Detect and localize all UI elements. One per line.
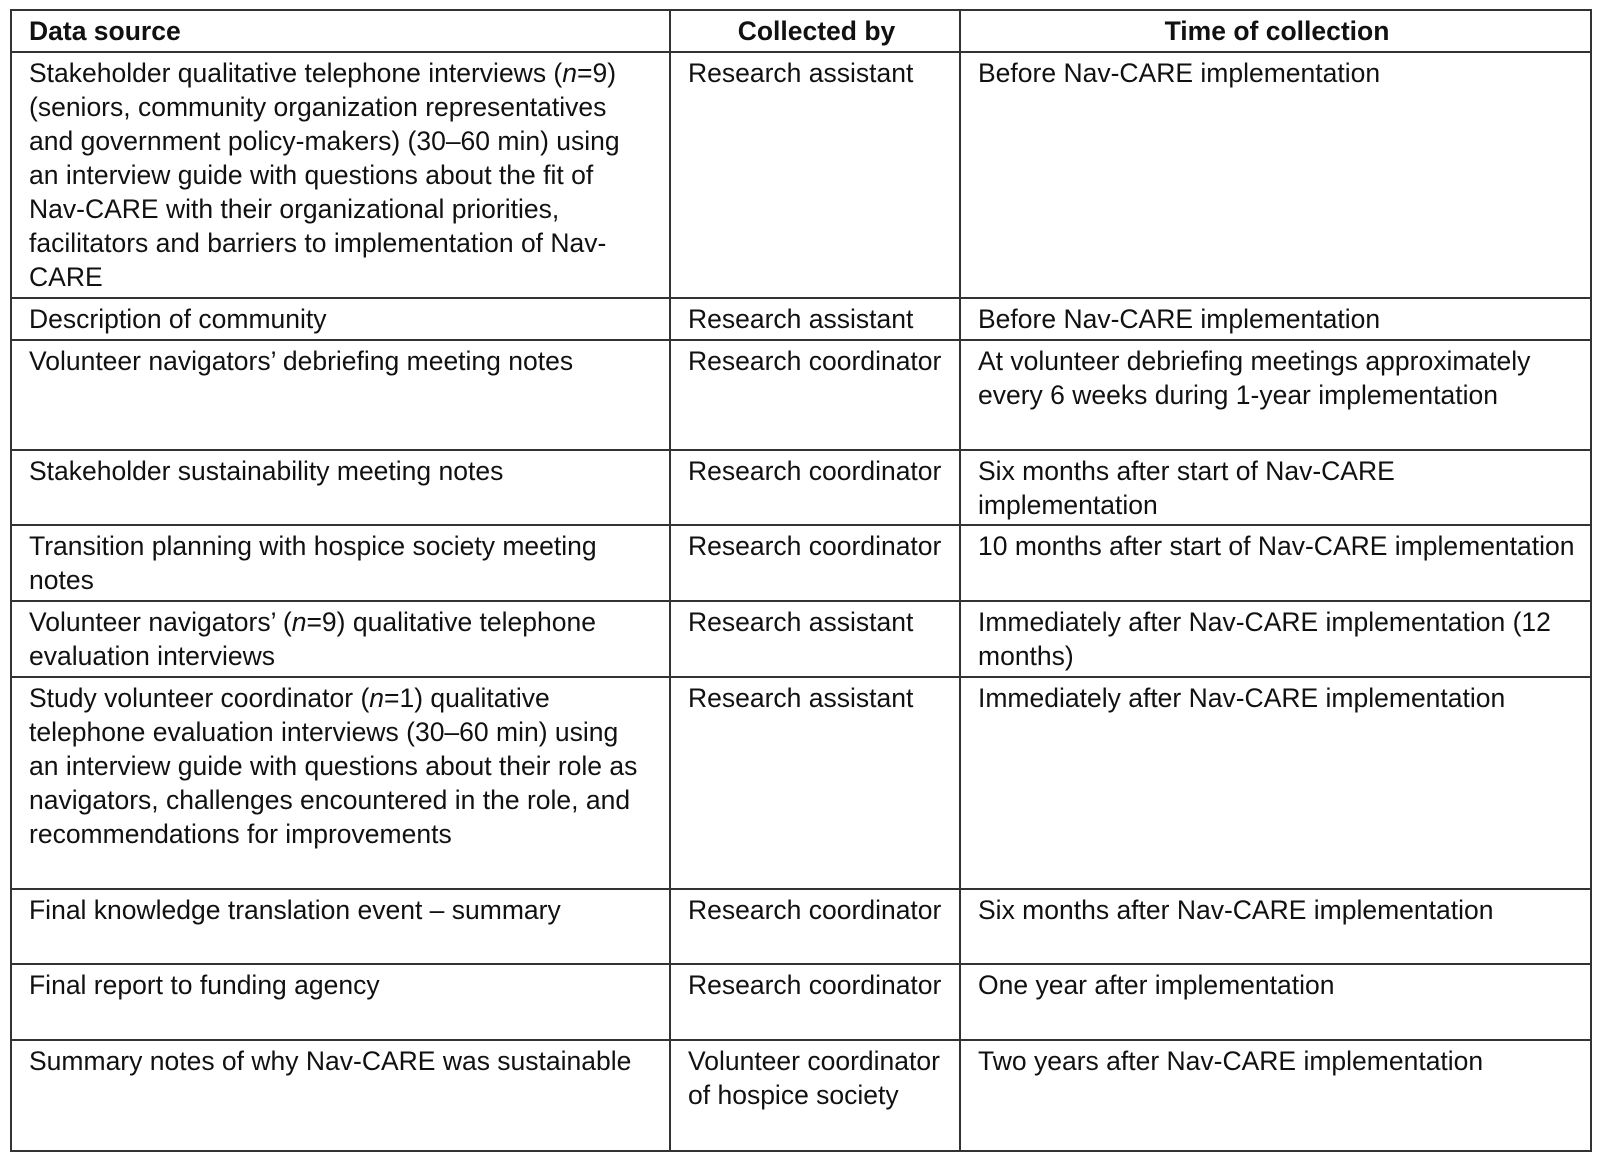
table-row: Stakeholder qualitative telephone interv… bbox=[10, 51, 1592, 299]
table-cell: Research assistant bbox=[669, 600, 961, 678]
table-cell: Study volunteer coordinator (n=1) qualit… bbox=[10, 676, 671, 890]
table-cell: Volunteer navigators’ (n=9) qualitative … bbox=[10, 600, 671, 678]
table-cell: Final report to funding agency bbox=[10, 963, 671, 1041]
table-cell: Before Nav-CARE implementation bbox=[959, 51, 1592, 299]
table-cell: Two years after Nav-CARE implementation bbox=[959, 1039, 1592, 1152]
table-cell: Research coordinator bbox=[669, 339, 961, 451]
italic-run: n bbox=[562, 58, 578, 88]
table-row: Transition planning with hospice society… bbox=[10, 524, 1592, 602]
text-run: Stakeholder qualitative telephone interv… bbox=[29, 58, 563, 88]
column-header: Time of collection bbox=[959, 9, 1592, 53]
table-cell: At volunteer debriefing meetings approxi… bbox=[959, 339, 1592, 451]
table-cell: Research assistant bbox=[669, 676, 961, 890]
table-row: Volunteer navigators’ debriefing meeting… bbox=[10, 339, 1592, 451]
table-row: Summary notes of why Nav-CARE was sustai… bbox=[10, 1039, 1592, 1152]
text-run: Volunteer navigators’ ( bbox=[29, 607, 292, 637]
column-header: Data source bbox=[10, 9, 671, 53]
table-cell: Summary notes of why Nav-CARE was sustai… bbox=[10, 1039, 671, 1152]
table-cell: Six months after start of Nav-CARE imple… bbox=[959, 449, 1592, 526]
table-cell: Research assistant bbox=[669, 297, 961, 341]
table-row: Stakeholder sustainability meeting notes… bbox=[10, 449, 1592, 526]
text-run: =1) qualitative telephone evaluation int… bbox=[29, 683, 638, 849]
table-body: Stakeholder qualitative telephone interv… bbox=[10, 51, 1592, 1152]
table-cell: Final knowledge translation event – summ… bbox=[10, 888, 671, 965]
table-cell: Volunteer navigators’ debriefing meeting… bbox=[10, 339, 671, 451]
data-table: Data source Collected by Time of collectio… bbox=[10, 9, 1592, 1152]
table-cell: Before Nav-CARE implementation bbox=[959, 297, 1592, 341]
italic-run: n bbox=[291, 607, 307, 637]
table-cell: Research coordinator bbox=[669, 449, 961, 526]
table-cell: Stakeholder qualitative telephone interv… bbox=[10, 51, 671, 299]
table-cell: One year after implementation bbox=[959, 963, 1592, 1041]
table-cell: Immediately after Nav-CARE implementatio… bbox=[959, 676, 1592, 890]
table-row: Study volunteer coordinator (n=1) qualit… bbox=[10, 676, 1592, 890]
table-cell: Volunteer coordinator of hospice society bbox=[669, 1039, 961, 1152]
table-row: Volunteer navigators’ (n=9) qualitative … bbox=[10, 600, 1592, 678]
text-run: =9) qualitative telephone evaluation int… bbox=[29, 607, 596, 671]
table-row: Final knowledge translation event – summ… bbox=[10, 888, 1592, 965]
table-cell: Six months after Nav-CARE implementation bbox=[959, 888, 1592, 965]
column-header: Collected by bbox=[669, 9, 961, 53]
table-cell: Immediately after Nav-CARE implementatio… bbox=[959, 600, 1592, 678]
table-cell: Research coordinator bbox=[669, 963, 961, 1041]
italic-run: n bbox=[369, 683, 385, 713]
table-row: Final report to funding agency Research c… bbox=[10, 963, 1592, 1041]
text-run: Study volunteer coordinator ( bbox=[29, 683, 370, 713]
table-cell: 10 months after start of Nav-CARE implem… bbox=[959, 524, 1592, 602]
text-run: =9) (seniors, community organization rep… bbox=[29, 58, 620, 292]
table-cell: Description of community bbox=[10, 297, 671, 341]
table-cell: Research coordinator bbox=[669, 888, 961, 965]
table-row: Description of community Research assista… bbox=[10, 297, 1592, 341]
header-row: Data source Collected by Time of collectio… bbox=[10, 9, 1592, 53]
table-cell: Research coordinator bbox=[669, 524, 961, 602]
table-cell: Stakeholder sustainability meeting notes bbox=[10, 449, 671, 526]
table-cell: Transition planning with hospice society… bbox=[10, 524, 671, 602]
table-cell: Research assistant bbox=[669, 51, 961, 299]
